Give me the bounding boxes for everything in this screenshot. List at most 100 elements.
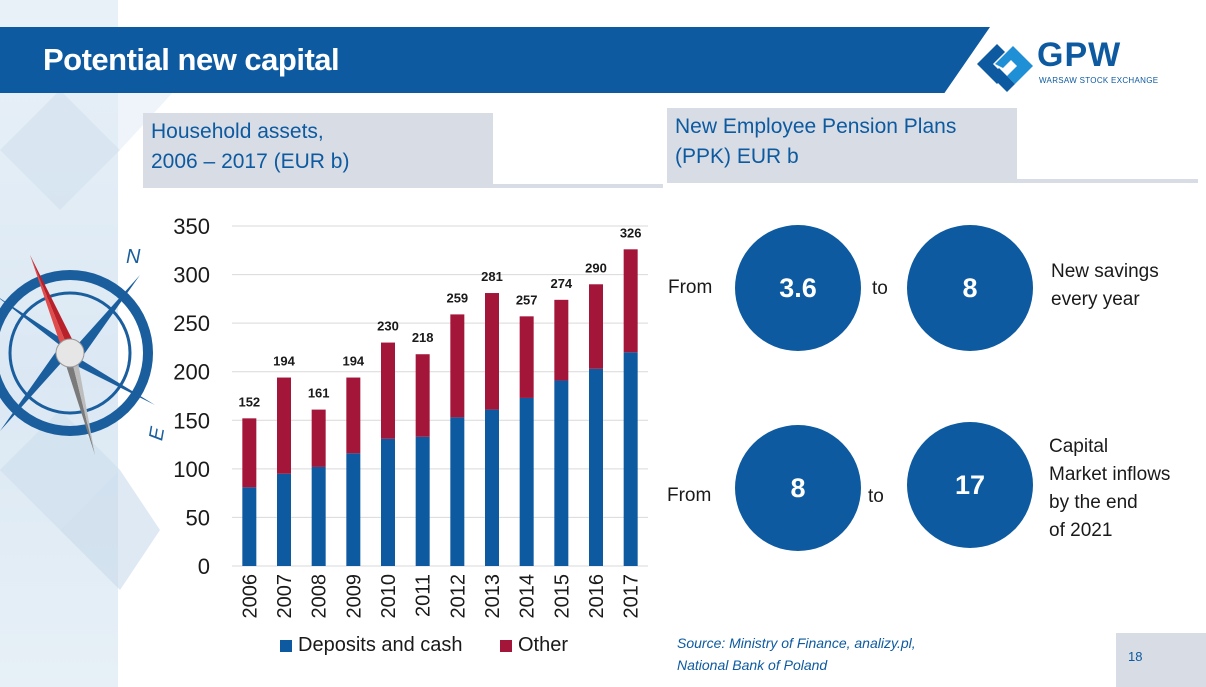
legend-deposits: Deposits and cash: [280, 634, 463, 657]
bar-other: [311, 409, 326, 467]
row2-to-circle: 17: [907, 422, 1033, 548]
legend-label-deposits: Deposits and cash: [298, 634, 463, 656]
x-tick-label: 2015: [551, 574, 573, 619]
logo-text: GPW: [1037, 36, 1122, 74]
row1-desc-line-2: every year: [1051, 289, 1140, 310]
bar-other: [277, 377, 291, 474]
row2-desc-line-2: Market inflows: [1049, 464, 1171, 485]
x-tick-label: 2011: [413, 574, 435, 617]
source-line-1: Source: Ministry of Finance, analizy.pl,: [677, 635, 916, 651]
heading-line-1: Household assets,: [151, 120, 324, 143]
data-label-total: 326: [620, 225, 642, 240]
x-tick-label: 2007: [274, 574, 296, 619]
row1-description: New savings every year: [1051, 258, 1159, 314]
data-label-total: 257: [516, 292, 538, 307]
y-tick-label: 300: [173, 263, 210, 288]
bar-other: [623, 249, 638, 353]
ppk-heading: New Employee Pension Plans (PPK) EUR b: [667, 108, 1017, 181]
row2-description: Capital Market inflows by the end of 202…: [1049, 433, 1170, 545]
x-tick-label: 2017: [621, 574, 643, 619]
row1-desc-line-1: New savings: [1051, 261, 1159, 282]
ppk-heading-line-2: (PPK) EUR b: [675, 145, 799, 168]
x-tick-label: 2010: [378, 574, 400, 619]
data-label-total: 274: [550, 276, 572, 291]
y-tick-label: 350: [173, 214, 210, 239]
legend-label-other: Other: [518, 634, 569, 656]
y-tick-label: 0: [198, 554, 210, 579]
row2-desc-line-1: Capital: [1049, 436, 1109, 457]
page-title: Potential new capital: [43, 42, 340, 77]
y-tick-label: 200: [173, 360, 210, 385]
title-bar: [0, 27, 990, 93]
bar-other: [450, 314, 465, 418]
bar-deposits: [415, 436, 430, 566]
legend-swatch-deposits: [280, 639, 292, 652]
y-tick-label: 150: [173, 408, 210, 433]
diamond-pattern: [0, 90, 175, 590]
data-label-total: 281: [481, 269, 503, 284]
data-label-total: 194: [342, 354, 364, 369]
y-tick-label: 100: [173, 457, 210, 482]
page-number: 18: [1128, 649, 1143, 664]
x-tick-label: 2006: [239, 574, 261, 619]
bar-other: [346, 377, 361, 454]
data-label-total: 290: [585, 260, 607, 275]
bar-deposits: [485, 409, 499, 566]
x-tick-label: 2014: [517, 574, 539, 619]
heading-line-2: 2006 – 2017 (EUR b): [151, 150, 350, 173]
data-label-total: 259: [446, 290, 468, 305]
row1-to-label: to: [872, 278, 888, 299]
household-assets-chart: 0 50 100 150 200 250 300 350 152 2006 194 2007 161 20…: [173, 214, 648, 619]
row2-to-label: to: [868, 486, 884, 507]
bar-deposits: [242, 487, 257, 566]
x-tick-label: 2009: [343, 574, 365, 619]
row2-desc-line-3: by the end: [1049, 492, 1138, 513]
bar-other: [589, 284, 603, 369]
heading-underline: [143, 184, 663, 188]
x-tick-label: 2012: [447, 574, 469, 619]
legend-other: Other: [500, 634, 568, 657]
ppk-heading-line-1: New Employee Pension Plans: [675, 115, 957, 138]
bar-other: [415, 354, 430, 437]
row2-from-label: From: [667, 485, 712, 506]
bar-other: [242, 418, 257, 488]
source-line-2: National Bank of Poland: [677, 657, 828, 673]
bar-deposits: [554, 380, 569, 566]
bar-deposits: [381, 438, 395, 566]
x-tick-label: 2016: [586, 574, 608, 619]
bar-other: [485, 293, 499, 410]
compass-rose-icon: N E: [0, 246, 169, 455]
gpw-logo-icon: [977, 44, 1033, 92]
row1-from-circle: 3.6: [735, 225, 861, 351]
bar-other: [554, 299, 569, 381]
household-assets-heading: Household assets, 2006 – 2017 (EUR b): [143, 113, 493, 186]
bar-deposits: [311, 466, 326, 566]
compass-north-label: N: [126, 246, 141, 268]
y-tick-label: 50: [186, 505, 210, 530]
bar-other: [519, 316, 534, 398]
bar-deposits: [589, 368, 603, 566]
bar-deposits: [519, 397, 534, 566]
data-label-total: 194: [273, 354, 295, 369]
data-label-total: 152: [238, 394, 260, 409]
page-number-box: [1116, 633, 1206, 687]
compass-east-label: E: [145, 425, 169, 443]
legend-swatch-other: [500, 639, 512, 652]
bar-other: [381, 342, 395, 439]
data-label-total: 161: [308, 386, 330, 401]
bar-deposits: [346, 453, 361, 566]
x-tick-label: 2008: [309, 574, 331, 619]
bar-deposits: [623, 352, 638, 566]
row2-desc-line-4: of 2021: [1049, 520, 1113, 541]
data-label-total: 218: [412, 330, 434, 345]
row1-from-label: From: [668, 277, 713, 298]
logo-subtitle: WARSAW STOCK EXCHANGE: [1039, 76, 1159, 85]
row1-to-circle: 8: [907, 225, 1033, 351]
source-note: Source: Ministry of Finance, analizy.pl,…: [677, 632, 916, 676]
y-tick-label: 250: [173, 311, 210, 336]
row2-from-circle: 8: [735, 425, 861, 551]
ppk-heading-underline: [667, 179, 1198, 183]
bar-deposits: [450, 417, 465, 566]
x-tick-label: 2013: [482, 574, 504, 619]
bar-deposits: [277, 473, 291, 566]
